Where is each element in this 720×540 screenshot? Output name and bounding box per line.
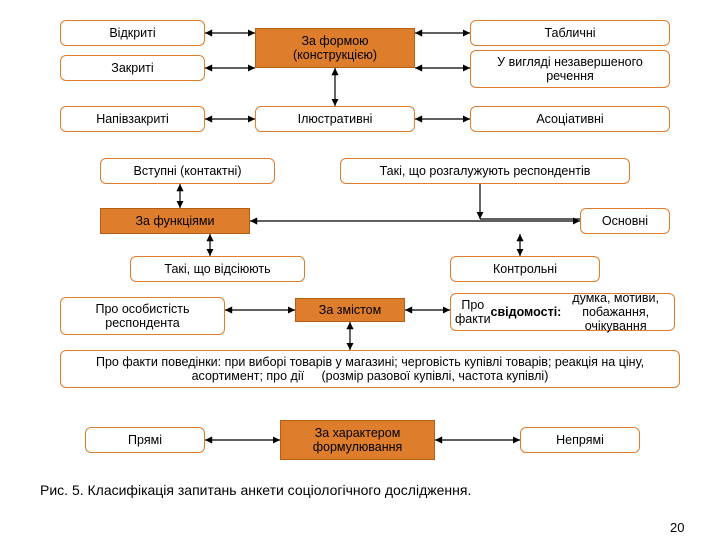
box-control: Контрольні — [450, 256, 600, 282]
box-semi: Напівзакриті — [60, 106, 205, 132]
box-direct: Прямі — [85, 427, 205, 453]
box-intro: Вступні (контактні) — [100, 158, 275, 184]
box-consc: Про факти свідомості: думка, мотиви, поб… — [450, 293, 675, 331]
box-illus: Ілюстративні — [255, 106, 415, 132]
box-branch: Такі, що розгалужують респондентів — [340, 158, 630, 184]
category-wording: За характером формулювання — [280, 420, 435, 460]
box-unfinished: У вигляді незавершеного речення — [470, 50, 670, 88]
page-number: 20 — [670, 520, 684, 535]
box-behav: Про факти поведінки: при виборі товарів … — [60, 350, 680, 388]
category-form: За формою (конструкцією) — [255, 28, 415, 68]
box-filter: Такі, що відсіюють — [130, 256, 305, 282]
box-closed: Закриті — [60, 55, 205, 81]
box-indirect: Непрямі — [520, 427, 640, 453]
category-content: За змістом — [295, 298, 405, 322]
category-functions: За функціями — [100, 208, 250, 234]
figure-caption: Рис. 5. Класифікація запитань анкети соц… — [40, 482, 471, 498]
box-pers: Про особистість респондента — [60, 297, 225, 335]
box-open: Відкриті — [60, 20, 205, 46]
box-tabular: Табличні — [470, 20, 670, 46]
box-assoc: Асоціативні — [470, 106, 670, 132]
box-main: Основні — [580, 208, 670, 234]
